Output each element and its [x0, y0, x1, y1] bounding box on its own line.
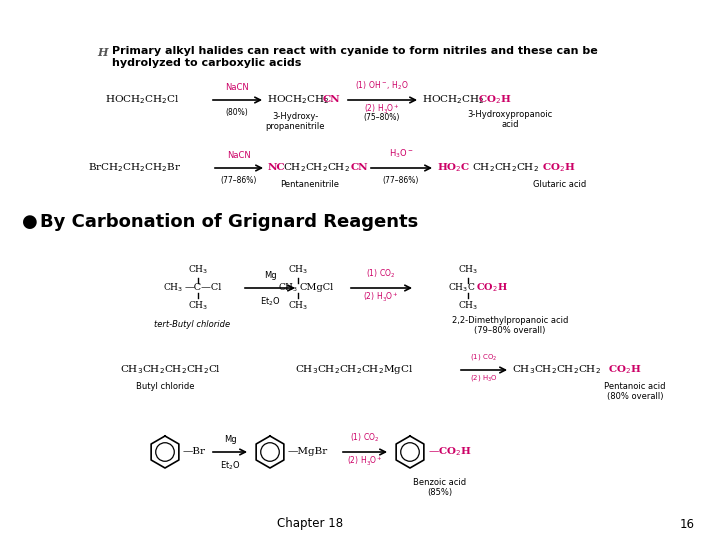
Text: CO$_2$H: CO$_2$H: [542, 161, 576, 174]
Text: CH$_2$CH$_2$CH$_2$: CH$_2$CH$_2$CH$_2$: [283, 161, 350, 174]
Text: hydrolyzed to carboxylic acids: hydrolyzed to carboxylic acids: [112, 58, 302, 68]
Text: HOCH$_2$CH$_2$: HOCH$_2$CH$_2$: [422, 93, 485, 106]
Text: NaCN: NaCN: [227, 151, 251, 160]
Text: Mg: Mg: [224, 435, 236, 444]
Text: BrCH$_2$CH$_2$CH$_2$Br: BrCH$_2$CH$_2$CH$_2$Br: [88, 161, 181, 174]
Text: tert-Butyl chloride: tert-Butyl chloride: [154, 320, 230, 329]
Text: Et$_2$O: Et$_2$O: [220, 460, 240, 472]
Text: Glutaric acid: Glutaric acid: [534, 180, 587, 189]
Text: CH$_2$CH$_2$CH$_2$: CH$_2$CH$_2$CH$_2$: [472, 161, 539, 174]
Text: HO$_2$C: HO$_2$C: [437, 161, 470, 174]
Text: (1) CO$_2$: (1) CO$_2$: [366, 267, 396, 280]
Text: NC: NC: [268, 164, 286, 172]
Text: —C—Cl: —C—Cl: [185, 284, 222, 293]
Text: H: H: [97, 47, 107, 58]
Text: CH$_3$: CH$_3$: [288, 300, 308, 312]
Text: 3-Hydroxy-: 3-Hydroxy-: [272, 112, 318, 121]
Text: (80%): (80%): [225, 108, 248, 117]
Text: Pentanenitrile: Pentanenitrile: [281, 180, 340, 189]
Text: CMgCl: CMgCl: [300, 284, 334, 293]
Text: Chapter 18: Chapter 18: [277, 517, 343, 530]
Text: CO$_2$H: CO$_2$H: [478, 93, 512, 106]
Text: CH$_3$CH$_2$CH$_2$CH$_2$MgCl: CH$_3$CH$_2$CH$_2$CH$_2$MgCl: [295, 363, 413, 376]
Text: CH$_3$: CH$_3$: [458, 300, 478, 312]
Text: (77–86%): (77–86%): [383, 176, 419, 185]
Text: —MgBr: —MgBr: [288, 448, 328, 456]
Text: (80% overall): (80% overall): [607, 392, 663, 401]
Text: CN: CN: [351, 164, 369, 172]
Text: CO$_2$H: CO$_2$H: [608, 363, 642, 376]
Text: CH$_3$: CH$_3$: [458, 264, 478, 276]
Text: By Carbonation of Grignard Reagents: By Carbonation of Grignard Reagents: [40, 213, 418, 231]
Text: Benzoic acid: Benzoic acid: [413, 478, 467, 487]
Text: (1) CO$_2$: (1) CO$_2$: [350, 431, 379, 444]
Text: CO$_2$H: CO$_2$H: [476, 281, 508, 294]
Text: 16: 16: [680, 517, 695, 530]
Text: 3-Hydroxypropanoic: 3-Hydroxypropanoic: [467, 110, 553, 119]
Text: HOCH$_2$CH$_2$Cl: HOCH$_2$CH$_2$Cl: [105, 93, 179, 106]
Text: (85%): (85%): [428, 488, 453, 497]
Text: acid: acid: [501, 120, 518, 129]
Text: propanenitrile: propanenitrile: [265, 122, 325, 131]
Text: (2) H$_3$O$^+$: (2) H$_3$O$^+$: [347, 455, 383, 468]
Text: H$_3$O$^-$: H$_3$O$^-$: [389, 147, 413, 160]
Text: CH$_3$: CH$_3$: [288, 264, 308, 276]
Text: —Br: —Br: [183, 448, 206, 456]
Text: Mg: Mg: [264, 271, 276, 280]
Text: (2) H$_3$O$^+$: (2) H$_3$O$^+$: [363, 291, 399, 304]
Text: HOCH$_2$CH$_2$: HOCH$_2$CH$_2$: [267, 93, 330, 106]
Text: (2) H$_3$O$^+$: (2) H$_3$O$^+$: [364, 103, 400, 116]
Text: NaCN: NaCN: [225, 83, 249, 92]
Text: Pentanoic acid: Pentanoic acid: [604, 382, 666, 391]
Text: (79–80% overall): (79–80% overall): [474, 326, 546, 335]
Text: CH$_3$C: CH$_3$C: [448, 282, 475, 294]
Text: CH$_3$: CH$_3$: [188, 300, 208, 312]
Text: CH$_3$CH$_2$CH$_2$CH$_2$: CH$_3$CH$_2$CH$_2$CH$_2$: [512, 363, 601, 376]
Text: CH$_3$: CH$_3$: [278, 282, 298, 294]
Text: 2,2-Dimethylpropanoic acid: 2,2-Dimethylpropanoic acid: [452, 316, 568, 325]
Text: Et$_2$O: Et$_2$O: [260, 296, 280, 308]
Text: CH$_3$CH$_2$CH$_2$CH$_2$Cl: CH$_3$CH$_2$CH$_2$CH$_2$Cl: [120, 363, 221, 376]
Text: (77–86%): (77–86%): [221, 176, 257, 185]
Text: Butyl chloride: Butyl chloride: [136, 382, 194, 391]
Text: (1) OH$^-$, H$_2$O: (1) OH$^-$, H$_2$O: [355, 79, 409, 92]
Text: CN: CN: [323, 96, 341, 105]
Text: Primary alkyl halides can react with cyanide to form nitriles and these can be: Primary alkyl halides can react with cya…: [112, 46, 598, 56]
Text: (2) H$_3$O: (2) H$_3$O: [470, 373, 498, 383]
Text: CH$_3$: CH$_3$: [163, 282, 184, 294]
Text: (75–80%): (75–80%): [364, 113, 400, 122]
Text: (1) CO$_2$: (1) CO$_2$: [470, 352, 498, 362]
Text: ●: ●: [22, 213, 37, 231]
Text: —CO$_2$H: —CO$_2$H: [428, 446, 472, 458]
Text: CH$_3$: CH$_3$: [188, 264, 208, 276]
